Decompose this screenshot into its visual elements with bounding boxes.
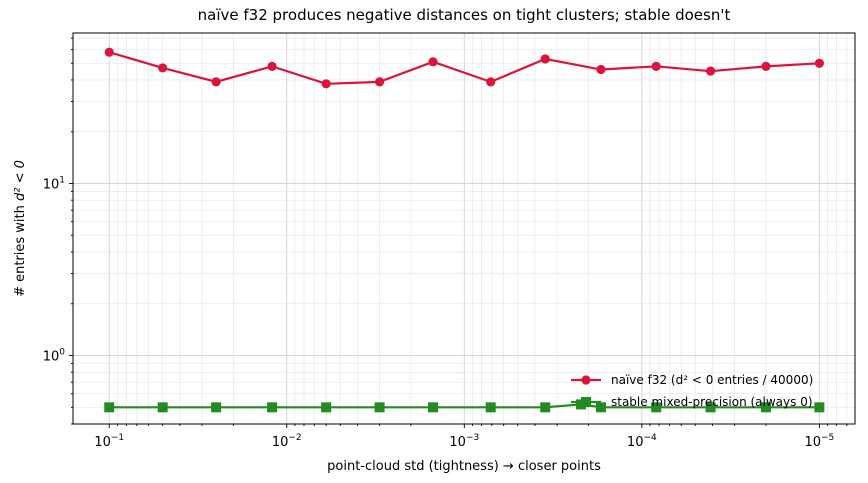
y-tick-exponent: 0: [59, 348, 65, 358]
data-point: [211, 77, 221, 87]
data-point: [814, 58, 824, 68]
data-point: [814, 402, 825, 413]
x-tick-base: 10: [804, 435, 821, 450]
series-circle: [104, 47, 824, 89]
y-tick-label: 101: [43, 176, 65, 193]
data-point: [375, 77, 385, 87]
data-point: [596, 64, 606, 75]
data-point: [104, 47, 114, 57]
y-tick-base: 10: [43, 178, 60, 193]
x-tick-exponent: −1: [111, 433, 124, 443]
x-tick-label: 10−1: [94, 433, 124, 450]
y-tick-base: 10: [43, 350, 60, 365]
legend-label: naïve f32 (d² < 0 entries / 40000): [611, 373, 813, 387]
data-point: [104, 402, 115, 413]
y-axis-label-prefix: # entries with: [13, 201, 28, 297]
x-tick-base: 10: [94, 435, 111, 450]
x-tick-exponent: −3: [466, 433, 479, 443]
x-tick-base: 10: [272, 435, 289, 450]
legend: naïve f32 (d² < 0 entries / 40000) stable…: [571, 373, 813, 409]
y-tick-exponent: 1: [59, 176, 65, 186]
legend-entry: naïve f32 (d² < 0 entries / 40000): [571, 373, 813, 387]
y-axis-label: # entries with d² < 0: [13, 160, 28, 297]
data-point: [157, 402, 168, 413]
series-line: [108, 51, 820, 85]
data-point: [540, 54, 550, 64]
data-point: [428, 57, 438, 67]
legend-marker: [581, 375, 591, 385]
grid: [73, 33, 855, 425]
data-point: [705, 402, 716, 413]
legend-label: stable mixed-precision (always 0): [611, 395, 813, 409]
data-point: [705, 66, 716, 76]
data-point: [158, 63, 168, 73]
x-tick-label: 10−2: [272, 433, 302, 450]
x-tick-label: 10−3: [449, 433, 479, 450]
x-tick-exponent: −4: [643, 433, 657, 443]
data-point: [540, 402, 551, 413]
data-point: [267, 61, 277, 71]
data-point: [651, 61, 661, 71]
legend-marker: [581, 397, 591, 407]
data-point: [595, 402, 606, 413]
data-point: [374, 402, 385, 413]
data-point: [760, 402, 771, 413]
data-point: [211, 402, 222, 413]
data-point: [321, 402, 332, 413]
x-axis-label: point-cloud std (tightness) → closer poi…: [327, 459, 601, 474]
data-point: [486, 77, 496, 87]
x-tick-base: 10: [449, 435, 466, 450]
y-tick-label: 100: [43, 348, 66, 365]
legend-entry: stable mixed-precision (always 0): [571, 395, 813, 409]
data-point: [761, 61, 771, 71]
x-tick-label: 10−4: [627, 433, 657, 450]
data-point: [428, 402, 439, 413]
x-tick-base: 10: [627, 435, 644, 450]
y-axis-label-math: d² < 0: [13, 160, 28, 201]
x-tick-exponent: −5: [821, 433, 834, 443]
data-point: [485, 402, 496, 413]
data-point: [651, 402, 662, 413]
x-tick-exponent: −2: [288, 433, 301, 443]
data-point: [321, 79, 331, 89]
chart-title: naïve f32 produces negative distances on…: [198, 6, 731, 24]
data-point: [267, 402, 278, 413]
x-tick-label: 10−5: [804, 433, 834, 450]
